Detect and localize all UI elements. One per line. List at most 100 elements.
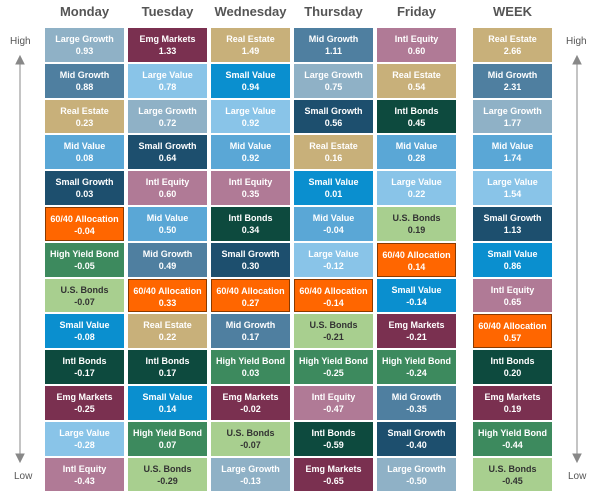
asset-return: -0.04: [74, 226, 95, 236]
asset-label: Small Value: [487, 248, 538, 259]
asset-return: 1.49: [241, 46, 260, 56]
asset-cell: U.S. Bonds -0.21: [294, 314, 373, 349]
asset-label: Emg Markets: [222, 392, 279, 402]
asset-return: 0.35: [241, 189, 260, 200]
asset-return: -0.50: [406, 475, 427, 486]
asset-return: -0.13: [240, 475, 261, 486]
asset-label: Intl Bonds: [490, 356, 535, 367]
asset-cell: Large Value 0.78: [128, 63, 207, 98]
asset-return: -0.28: [74, 439, 95, 450]
asset-return: 0.07: [158, 439, 177, 450]
asset-cell: U.S. Bonds -0.45: [473, 457, 552, 492]
asset-label: Small Growth: [387, 427, 446, 438]
asset-label: U.S. Bonds: [226, 427, 275, 438]
asset-label: 60/40 Allocation: [133, 285, 202, 296]
low-label: Low: [14, 471, 33, 482]
asset-return: 0.88: [75, 81, 94, 92]
asset-cell: 60/40 Allocation 0.33: [128, 278, 207, 313]
asset-label: High Yield Bond: [382, 356, 451, 367]
asset-cell: Mid Growth 0.88: [45, 63, 124, 98]
asset-cell: Mid Value -0.04: [294, 207, 373, 241]
asset-cell: Large Growth 0.75: [294, 63, 373, 98]
asset-cell: Small Value -0.08: [45, 314, 124, 349]
column-header: Thursday: [304, 4, 363, 19]
asset-return: 2.31: [503, 81, 522, 92]
asset-cell: Small Growth 0.64: [128, 135, 207, 170]
asset-cell: Small Growth 0.30: [211, 242, 290, 277]
asset-return: 1.74: [503, 153, 522, 164]
asset-return: -0.44: [502, 439, 523, 450]
high-label: High: [566, 36, 587, 47]
asset-return: 0.65: [503, 296, 522, 307]
asset-return: -0.04: [323, 225, 344, 235]
asset-label: Intl Bonds: [145, 356, 190, 367]
asset-return: -0.25: [323, 368, 344, 379]
asset-return: 0.94: [241, 81, 260, 92]
asset-cell: Intl Equity 0.35: [211, 171, 290, 205]
asset-cell: Mid Value 0.28: [377, 135, 456, 170]
asset-label: Mid Growth: [59, 69, 110, 80]
asset-cell: Emg Markets -0.25: [45, 386, 124, 420]
asset-cell: U.S. Bonds -0.07: [45, 278, 124, 313]
asset-label: Mid Value: [395, 141, 438, 152]
asset-label: Large Growth: [221, 463, 280, 474]
asset-return: -0.12: [323, 260, 344, 271]
asset-label: Small Value: [308, 177, 359, 188]
column-header: Monday: [59, 4, 110, 19]
asset-return: 0.64: [158, 153, 177, 164]
asset-cell: Intl Equity 0.60: [377, 28, 456, 62]
asset-return: -0.65: [323, 475, 344, 486]
asset-cell: 60/40 Allocation 0.14: [377, 242, 456, 277]
asset-return: -0.21: [323, 332, 344, 343]
asset-cell: U.S. Bonds 0.19: [377, 207, 456, 241]
asset-cell: Small Growth 0.03: [45, 171, 124, 205]
asset-label: Intl Equity: [145, 177, 190, 188]
asset-label: Intl Equity: [490, 284, 535, 295]
asset-cell: High Yield Bond -0.44: [473, 421, 552, 456]
asset-cell: Intl Bonds 0.34: [211, 207, 290, 241]
asset-cell: 60/40 Allocation 0.57: [473, 314, 552, 349]
asset-return: 1.11: [324, 46, 343, 56]
asset-cell: 60/40 Allocation -0.14: [294, 278, 373, 313]
asset-return: -0.43: [74, 475, 95, 486]
asset-return: 0.92: [241, 117, 260, 128]
asset-return: -0.07: [74, 296, 95, 307]
asset-return: -0.14: [323, 297, 344, 308]
asset-cell: Intl Bonds 0.45: [377, 99, 456, 134]
asset-label: Intl Bonds: [62, 356, 107, 367]
asset-cell: High Yield Bond 0.07: [128, 421, 207, 456]
asset-cell: Large Growth 0.72: [128, 99, 207, 134]
asset-cell: Large Value -0.12: [294, 242, 373, 277]
asset-cell: Intl Equity -0.47: [294, 386, 373, 420]
asset-return: 0.57: [503, 333, 522, 344]
asset-label: High Yield Bond: [50, 248, 119, 259]
asset-return: 0.45: [407, 117, 426, 128]
asset-label: Mid Value: [63, 141, 106, 152]
asset-return: 0.16: [324, 153, 343, 164]
asset-cell: Intl Bonds -0.59: [294, 421, 373, 456]
asset-return: -0.47: [323, 404, 344, 414]
asset-label: Large Value: [142, 69, 193, 80]
asset-label: Large Growth: [55, 34, 114, 44]
asset-label: Intl Bonds: [311, 427, 356, 438]
asset-label: Large Growth: [138, 105, 197, 116]
asset-label: 60/40 Allocation: [216, 285, 285, 296]
asset-cell: Emg Markets -0.02: [211, 386, 290, 420]
asset-return: -0.24: [406, 368, 427, 379]
asset-label: U.S. Bonds: [488, 463, 537, 474]
asset-cell: Large Value 1.54: [473, 171, 552, 205]
asset-cell: High Yield Bond -0.24: [377, 350, 456, 384]
asset-cell: Small Value 0.86: [473, 242, 552, 277]
asset-cell: Real Estate 0.23: [45, 99, 124, 134]
column-header: WEEK: [493, 4, 532, 19]
asset-label: U.S. Bonds: [143, 463, 192, 474]
asset-return: -0.29: [157, 475, 178, 486]
asset-label: Mid Growth: [225, 320, 276, 331]
asset-label: Small Value: [391, 284, 442, 295]
asset-cell: Intl Bonds 0.17: [128, 350, 207, 384]
asset-cell: Emg Markets -0.21: [377, 314, 456, 349]
asset-label: U.S. Bonds: [392, 213, 441, 223]
asset-cell: Mid Growth 0.17: [211, 314, 290, 349]
asset-label: 60/40 Allocation: [382, 249, 451, 260]
asset-label: Small Growth: [483, 213, 542, 223]
